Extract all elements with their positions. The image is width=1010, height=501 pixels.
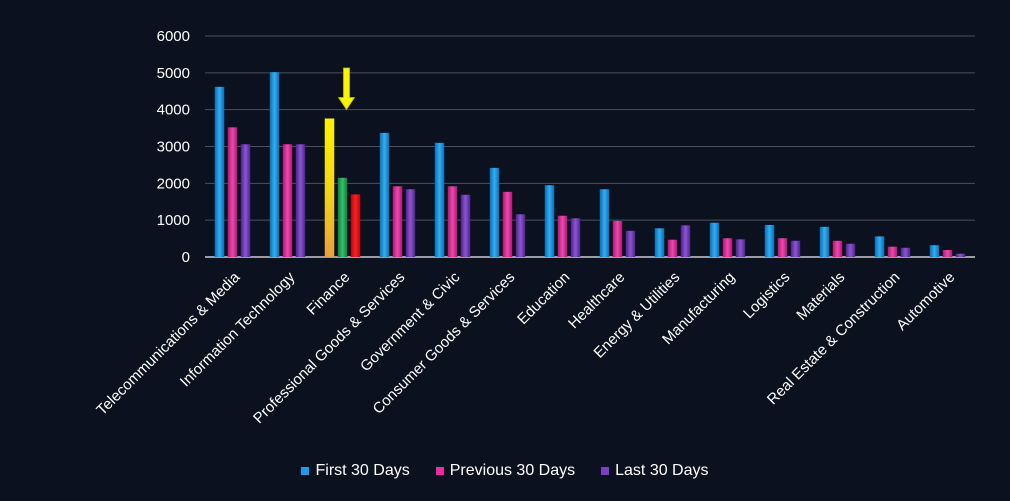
bar-last-30-days-automotive [955, 253, 966, 257]
y-tick-label-0: 0 [182, 249, 190, 266]
legend-label-first-30-days: First 30 Days [315, 462, 410, 479]
bar-first-30-days-information-technology [269, 72, 280, 257]
x-tick-label-materials: Materials [793, 269, 848, 324]
bar-first-30-days-government-and-civic [434, 142, 445, 257]
bar-first-30-days-real-estate-and-construction [874, 236, 885, 257]
bar-previous-30-days-professional-goods-and-services [392, 186, 403, 257]
legend-item-last-30-days: Last 30 Days [601, 462, 709, 480]
highlight-arrow-icon [337, 67, 356, 111]
bar-last-30-days-energy-and-utilities [680, 225, 691, 257]
bar-previous-30-days-logistics [777, 238, 788, 257]
bar-last-30-days-consumer-goods-and-services [515, 214, 526, 257]
legend-swatch-first-30-days [301, 467, 310, 475]
legend-label-previous-30-days: Previous 30 Days [449, 462, 576, 479]
bar-last-30-days-real-estate-and-construction [900, 247, 911, 257]
bar-first-30-days-consumer-goods-and-services [489, 167, 500, 257]
y-tick-label-6000: 6000 [157, 28, 190, 45]
bar-previous-30-days-real-estate-and-construction [887, 246, 898, 257]
bar-previous-30-days-energy-and-utilities [667, 239, 678, 257]
bar-last-30-days-finance [350, 194, 361, 257]
x-tick-label-information-technology: Information Technology [177, 268, 299, 390]
legend: First 30 Days Previous 30 Days Last 30 D… [0, 462, 1010, 480]
bar-previous-30-days-finance [337, 177, 348, 257]
bar-first-30-days-healthcare [599, 189, 610, 257]
y-tick-label-5000: 5000 [157, 65, 190, 82]
bar-first-30-days-manufacturing [709, 222, 720, 257]
bar-first-30-days-logistics [764, 224, 775, 257]
y-axis: 0 1000 2000 3000 4000 5000 6000 [157, 28, 190, 266]
bar-previous-30-days-government-and-civic [447, 186, 458, 257]
bar-previous-30-days-materials [832, 240, 843, 257]
bar-first-30-days-finance [324, 118, 335, 257]
bar-last-30-days-materials [845, 243, 856, 257]
bars [214, 72, 966, 257]
bar-last-30-days-telecommunications-and-media [240, 144, 251, 257]
bar-last-30-days-education [570, 218, 581, 257]
x-tick-label-finance: Finance [304, 269, 354, 319]
legend-label-last-30-days: Last 30 Days [615, 462, 709, 479]
bar-previous-30-days-telecommunications-and-media [227, 127, 238, 257]
y-tick-label-2000: 2000 [157, 175, 190, 192]
bar-previous-30-days-manufacturing [722, 238, 733, 257]
gridlines [205, 35, 975, 258]
bar-previous-30-days-automotive [942, 250, 953, 257]
bar-last-30-days-government-and-civic [460, 194, 471, 257]
bar-previous-30-days-consumer-goods-and-services [502, 191, 513, 257]
legend-swatch-last-30-days [601, 467, 610, 475]
bar-last-30-days-logistics [790, 240, 801, 257]
x-tick-label-logistics: Logistics [740, 269, 793, 322]
legend-item-first-30-days: First 30 Days [301, 462, 410, 480]
bar-first-30-days-telecommunications-and-media [214, 86, 225, 257]
legend-item-previous-30-days: Previous 30 Days [435, 462, 576, 480]
bar-previous-30-days-information-technology [282, 144, 293, 257]
bar-previous-30-days-education [557, 215, 568, 257]
x-tick-label-government-and-civic: Government & Civic [357, 268, 464, 375]
annotations [337, 67, 356, 111]
bar-first-30-days-materials [819, 226, 830, 257]
bar-first-30-days-professional-goods-and-services [379, 132, 390, 257]
y-tick-label-3000: 3000 [157, 139, 190, 156]
legend-swatch-previous-30-days [435, 467, 444, 475]
bar-last-30-days-professional-goods-and-services [405, 189, 416, 257]
bar-last-30-days-information-technology [295, 144, 306, 257]
x-tick-label-education: Education [514, 269, 573, 328]
x-tick-label-automotive: Automotive [893, 269, 958, 334]
bar-last-30-days-healthcare [625, 230, 636, 257]
bar-first-30-days-automotive [929, 245, 940, 257]
bar-first-30-days-education [544, 185, 555, 257]
bar-chart: 0 1000 2000 3000 4000 5000 6000 Telecommunicat… [93, 28, 975, 427]
bar-last-30-days-manufacturing [735, 239, 746, 257]
bar-previous-30-days-healthcare [612, 220, 623, 257]
y-tick-label-1000: 1000 [157, 212, 190, 229]
y-tick-label-4000: 4000 [157, 102, 190, 119]
bar-first-30-days-energy-and-utilities [654, 228, 665, 257]
